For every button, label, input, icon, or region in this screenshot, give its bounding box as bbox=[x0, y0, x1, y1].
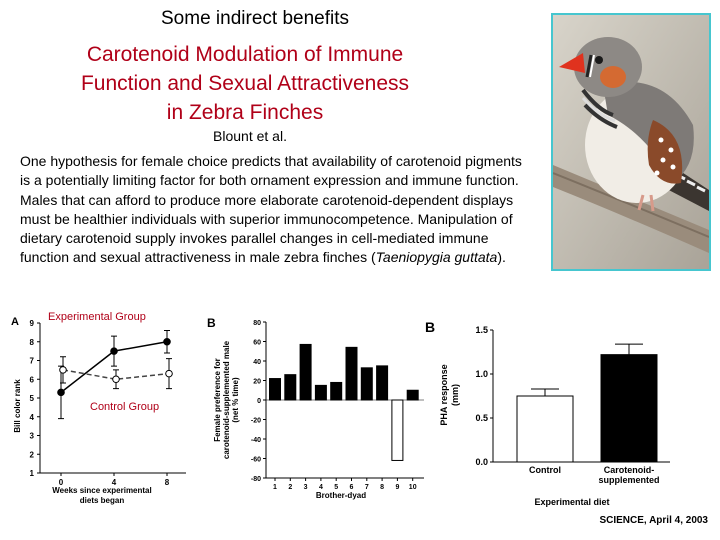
y-tick-label: 40 bbox=[253, 359, 261, 366]
bar bbox=[345, 346, 358, 401]
y-tick-label: 2 bbox=[30, 450, 35, 459]
control-group-label: Control Group bbox=[90, 401, 160, 413]
y-tick-label: 80 bbox=[253, 320, 261, 327]
paper-abstract: One hypothesis for female choice predict… bbox=[20, 152, 532, 268]
y-tick-label: 9 bbox=[30, 319, 35, 328]
x-tick-label: 10 bbox=[409, 484, 417, 491]
bar bbox=[330, 381, 343, 401]
bar bbox=[299, 343, 312, 401]
pha-response-chart: B 0.0 0.5 1.0 1.5 Control Carotenoid-supplem… bbox=[425, 319, 670, 507]
paper-title-line: Function and Sexual Attractiveness bbox=[80, 72, 410, 95]
x-axis-label: Weeks since experimental bbox=[52, 486, 151, 495]
y-axis-label: (net % time) bbox=[231, 377, 240, 423]
paper-authors: Blount et al. bbox=[213, 128, 287, 144]
y-tick-label: 0 bbox=[257, 398, 261, 405]
abstract-text: One hypothesis for female choice predict… bbox=[20, 153, 522, 266]
paper-title: Carotenoid Modulation of Immune Function… bbox=[20, 40, 470, 127]
abstract-species-name: Taeniopygia guttata bbox=[375, 249, 498, 266]
panel-label-b: B bbox=[207, 316, 216, 330]
y-tick-label: -80 bbox=[251, 476, 261, 483]
y-tick-label: 3 bbox=[30, 432, 35, 441]
y-tick-label: 20 bbox=[253, 379, 261, 386]
bar bbox=[360, 367, 373, 401]
data-point bbox=[110, 347, 118, 355]
bar bbox=[600, 354, 658, 463]
x-tick-label: 8 bbox=[380, 484, 384, 491]
bar bbox=[269, 378, 281, 401]
y-tick-label: -60 bbox=[251, 457, 261, 464]
paper-title-line: in Zebra Finches bbox=[166, 101, 324, 124]
x-tick-label: 7 bbox=[365, 484, 369, 491]
citation: SCIENCE, April 4, 2003 bbox=[599, 515, 708, 526]
y-axis-label: PHA response bbox=[439, 364, 449, 425]
female-preference-chart: B -80 -60 -40 -20 0 20 40 60 80 1 2 3 4 5 6 7 8 9 10 Brot… bbox=[207, 316, 424, 500]
x-tick-label: Carotenoid- bbox=[604, 465, 655, 475]
panel-label-b: B bbox=[425, 319, 435, 335]
series-line bbox=[62, 369, 170, 381]
x-tick-label: supplemented bbox=[598, 475, 659, 485]
y-tick-label: 60 bbox=[253, 340, 261, 347]
bar bbox=[406, 389, 419, 401]
zebra-finch-photo bbox=[551, 13, 711, 271]
x-tick-label: 8 bbox=[165, 478, 170, 487]
y-tick-label: 6 bbox=[30, 375, 35, 384]
x-tick-label: 5 bbox=[334, 484, 338, 491]
y-tick-label: 8 bbox=[30, 338, 35, 347]
x-tick-label: 2 bbox=[288, 484, 292, 491]
x-tick-label: 0 bbox=[59, 478, 64, 487]
y-axis-label: (mm) bbox=[450, 384, 460, 406]
bar bbox=[284, 374, 297, 401]
y-tick-label: 5 bbox=[30, 394, 35, 403]
y-tick-label: 1 bbox=[30, 469, 35, 478]
y-axis-label: Bill color rank bbox=[13, 379, 22, 433]
y-tick-label: 7 bbox=[30, 357, 35, 366]
x-tick-label: 6 bbox=[350, 484, 354, 491]
x-axis-label: Experimental diet bbox=[534, 497, 609, 507]
y-tick-label: 0.5 bbox=[475, 413, 488, 423]
y-tick-label: 4 bbox=[30, 413, 35, 422]
panel-label-a: A bbox=[11, 316, 19, 328]
data-point bbox=[112, 375, 120, 384]
data-point bbox=[57, 388, 65, 397]
experimental-group-label: Experimental Group bbox=[48, 311, 146, 323]
paper-title-line: Carotenoid Modulation of Immune bbox=[86, 43, 404, 66]
y-axis-label: Female preference for bbox=[213, 358, 222, 442]
x-tick-label: 4 bbox=[112, 478, 117, 487]
y-tick-label: -20 bbox=[251, 418, 261, 425]
bar bbox=[516, 395, 574, 463]
x-tick-label: 3 bbox=[304, 484, 308, 491]
x-axis-label: Brother-dyad bbox=[316, 491, 366, 500]
slide-heading: Some indirect benefits bbox=[161, 8, 349, 29]
y-tick-label: 1.5 bbox=[475, 325, 488, 335]
bar bbox=[314, 384, 327, 401]
bar bbox=[376, 365, 389, 401]
x-axis-label: diets began bbox=[80, 496, 125, 505]
x-tick-label: 1 bbox=[273, 484, 277, 491]
x-tick-label: 9 bbox=[395, 484, 399, 491]
y-axis-label: carotenoid-supplemented male bbox=[222, 340, 231, 459]
y-tick-label: -40 bbox=[251, 437, 261, 444]
abstract-text-end: ). bbox=[497, 249, 506, 266]
data-point bbox=[59, 366, 67, 374]
y-tick-label: 1.0 bbox=[475, 369, 488, 379]
x-tick-label: Control bbox=[529, 465, 561, 475]
y-tick-label: 0.0 bbox=[475, 457, 488, 467]
zebra-finch-illustration bbox=[553, 15, 709, 269]
bar bbox=[391, 399, 404, 461]
data-point bbox=[165, 369, 173, 378]
data-point bbox=[163, 337, 171, 346]
x-tick-label: 4 bbox=[319, 484, 323, 491]
